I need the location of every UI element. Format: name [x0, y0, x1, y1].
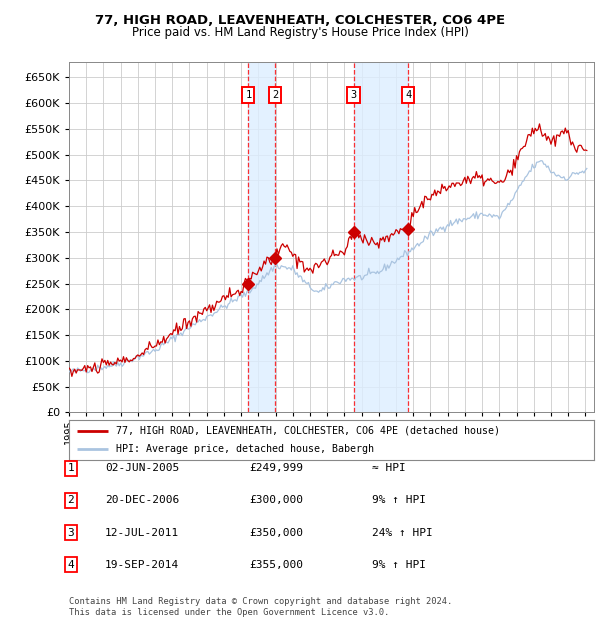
Text: 02-JUN-2005: 02-JUN-2005 [105, 463, 179, 473]
Text: £355,000: £355,000 [249, 560, 303, 570]
Text: ≈ HPI: ≈ HPI [372, 463, 406, 473]
Text: £350,000: £350,000 [249, 528, 303, 538]
Text: 12-JUL-2011: 12-JUL-2011 [105, 528, 179, 538]
Text: 1: 1 [245, 91, 251, 100]
Text: 2: 2 [272, 91, 278, 100]
Text: 77, HIGH ROAD, LEAVENHEATH, COLCHESTER, CO6 4PE: 77, HIGH ROAD, LEAVENHEATH, COLCHESTER, … [95, 14, 505, 27]
Text: 3: 3 [350, 91, 356, 100]
Text: 1: 1 [67, 463, 74, 473]
Text: £300,000: £300,000 [249, 495, 303, 505]
Text: 24% ↑ HPI: 24% ↑ HPI [372, 528, 433, 538]
Text: 9% ↑ HPI: 9% ↑ HPI [372, 495, 426, 505]
Bar [248, 62, 275, 412]
Text: 77, HIGH ROAD, LEAVENHEATH, COLCHESTER, CO6 4PE (detached house): 77, HIGH ROAD, LEAVENHEATH, COLCHESTER, … [116, 425, 500, 436]
Text: HPI: Average price, detached house, Babergh: HPI: Average price, detached house, Babe… [116, 444, 374, 454]
Text: 4: 4 [67, 560, 74, 570]
Text: 3: 3 [67, 528, 74, 538]
Text: Price paid vs. HM Land Registry's House Price Index (HPI): Price paid vs. HM Land Registry's House … [131, 26, 469, 39]
Text: Contains HM Land Registry data © Crown copyright and database right 2024.
This d: Contains HM Land Registry data © Crown c… [69, 598, 452, 617]
Text: 20-DEC-2006: 20-DEC-2006 [105, 495, 179, 505]
Bar [353, 62, 409, 412]
Text: 2: 2 [67, 495, 74, 505]
Text: 4: 4 [406, 91, 412, 100]
Text: 9% ↑ HPI: 9% ↑ HPI [372, 560, 426, 570]
Text: 19-SEP-2014: 19-SEP-2014 [105, 560, 179, 570]
Text: £249,999: £249,999 [249, 463, 303, 473]
